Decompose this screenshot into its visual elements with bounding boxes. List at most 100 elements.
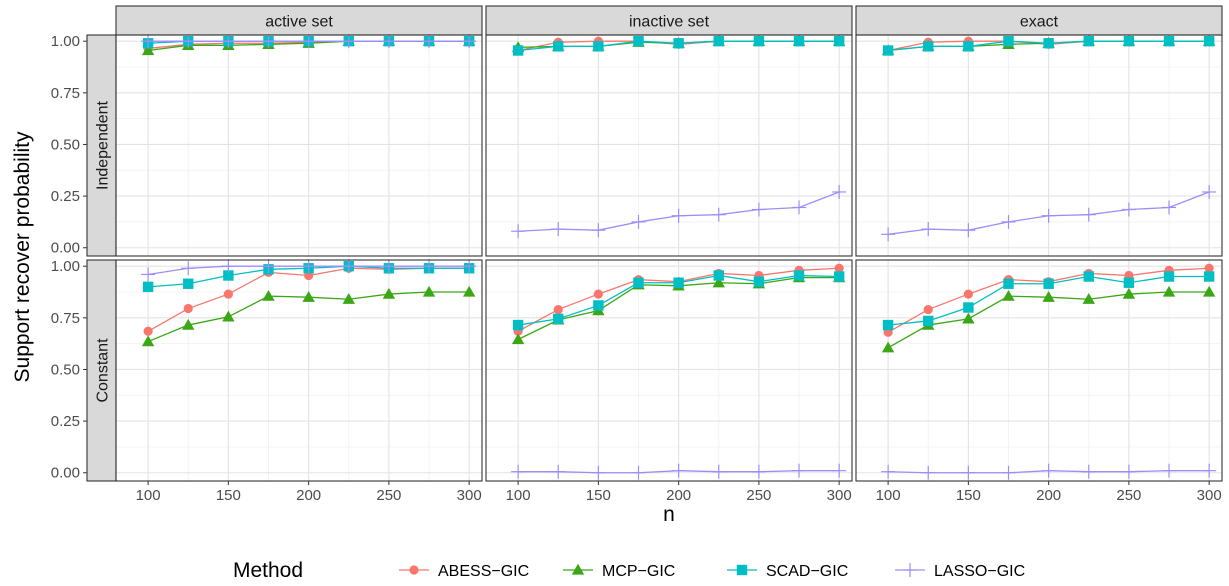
data-point (673, 277, 684, 288)
data-point (792, 200, 807, 215)
data-point (181, 261, 196, 276)
panel-background (486, 260, 852, 481)
data-point (553, 41, 564, 52)
y-tick-label: 0.25 (51, 188, 80, 205)
data-point (753, 35, 765, 47)
data-point (341, 34, 356, 49)
data-point (183, 303, 193, 314)
panel-background (486, 35, 852, 256)
data-point (381, 34, 396, 49)
data-point (834, 263, 844, 273)
x-tick-label: 250 (1116, 487, 1141, 504)
data-point (1041, 208, 1056, 223)
data-point (553, 313, 564, 325)
data-point (712, 276, 725, 288)
data-point (633, 277, 644, 288)
facet-strip-column (855, 5, 1223, 36)
data-point (593, 300, 604, 311)
x-axis-title: n (663, 503, 675, 526)
data-point (422, 285, 436, 297)
data-point (141, 335, 155, 347)
data-point (961, 465, 976, 480)
data-point (302, 290, 315, 302)
data-point (921, 465, 936, 480)
data-point (551, 222, 566, 237)
panel-independent-inactive-set (511, 34, 847, 239)
data-point (1203, 271, 1215, 282)
legend: Method ABESS−GIC MCP−GIC SCAD−GIC LASSO−GIC (233, 559, 1025, 582)
data-point (422, 259, 437, 274)
data-point (713, 270, 724, 281)
data-point (1042, 290, 1055, 302)
x-tick-label: 100 (876, 487, 901, 504)
data-point (593, 289, 603, 299)
data-point (142, 281, 154, 293)
data-point (223, 270, 234, 281)
data-point (342, 293, 355, 304)
data-point (631, 465, 646, 480)
legend-key-marker (903, 563, 917, 577)
data-point (1083, 35, 1094, 47)
data-point (301, 259, 316, 274)
data-point (1001, 465, 1016, 480)
data-point (753, 276, 765, 287)
data-point (301, 34, 316, 49)
data-point (1081, 464, 1096, 479)
legend-label: ABESS−GIC (438, 563, 529, 580)
y-tick-label: 0.50 (51, 136, 80, 153)
y-tick-label: 0.75 (51, 310, 80, 327)
facet-row-label: Independent (95, 100, 112, 190)
data-point (341, 259, 356, 274)
data-point (462, 285, 476, 297)
y-tick-label: 0.25 (51, 413, 80, 430)
data-point (591, 465, 606, 480)
x-tick-label: 150 (216, 487, 241, 504)
data-point (923, 304, 933, 315)
legend-label: SCAD−GIC (766, 563, 848, 580)
panel-border (855, 34, 1223, 257)
data-point (1043, 38, 1054, 49)
data-point (881, 341, 895, 353)
y-axis-title: Support recover probability (11, 131, 34, 382)
data-point (751, 464, 766, 479)
panel-background (856, 35, 1222, 256)
facet-column-label: inactive set (629, 14, 710, 31)
data-point (1003, 278, 1014, 289)
x-tick-label: 150 (956, 487, 981, 504)
panel-independent-exact (881, 34, 1217, 242)
data-point (793, 35, 805, 47)
facet-column-label: active set (265, 14, 333, 31)
panel-independent-active-set (141, 34, 477, 56)
facet-row-label: Constant (95, 338, 112, 403)
data-point (792, 463, 807, 478)
data-point (882, 319, 894, 331)
x-tick-label: 200 (296, 487, 321, 504)
data-point (963, 41, 974, 52)
data-point (923, 315, 934, 327)
data-point (882, 45, 894, 56)
x-tick-label: 150 (586, 487, 611, 504)
panel-background (116, 35, 482, 256)
data-point (422, 34, 437, 49)
facet-strip-column (115, 5, 483, 36)
data-point (182, 318, 195, 330)
data-point (833, 35, 845, 47)
data-point (631, 214, 646, 229)
data-point (551, 464, 566, 479)
data-point (511, 333, 525, 345)
data-point (1162, 200, 1177, 215)
data-point (141, 267, 156, 282)
data-point (261, 34, 276, 49)
data-point (1203, 35, 1215, 47)
data-point (553, 304, 563, 315)
panel-border (115, 259, 483, 482)
data-point (832, 463, 847, 478)
data-point (141, 34, 156, 49)
data-point (1121, 202, 1136, 217)
data-point (262, 289, 275, 301)
data-point (881, 464, 896, 479)
data-point (221, 34, 236, 49)
x-tick-label: 300 (827, 487, 852, 504)
data-point (832, 184, 847, 199)
data-point (1082, 293, 1095, 304)
